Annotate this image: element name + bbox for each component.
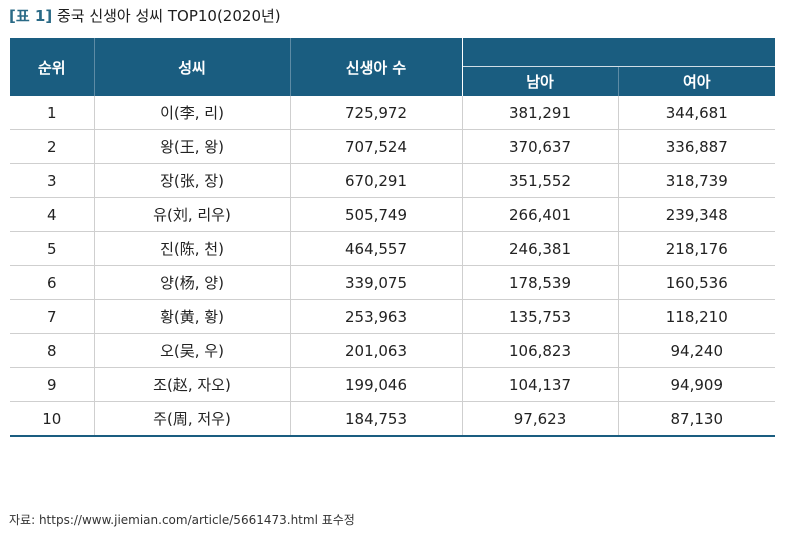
rank-cell: 3 — [10, 163, 94, 198]
header-male: 남아 — [461, 66, 618, 96]
table-row: 8 오(吴, 우) 201,063 106,823 94,240 — [10, 333, 775, 368]
table-title-text: 중국 신생아 성씨 TOP10(2020년) — [56, 7, 281, 25]
table-title: [표 1] 중국 신생아 성씨 TOP10(2020년) — [9, 6, 281, 26]
surname-cell: 오(吴, 우) — [93, 333, 290, 368]
table-row: 1 이(李, 리) 725,972 381,291 344,681 — [10, 96, 775, 130]
male-cell: 246,381 — [461, 231, 618, 266]
surname-cell: 왕(王, 왕) — [93, 129, 290, 164]
table-row: 10 주(周, 저우) 184,753 97,623 87,130 — [10, 401, 775, 437]
female-cell: 160,536 — [617, 265, 775, 300]
female-cell: 118,210 — [617, 299, 775, 334]
rank-cell: 4 — [10, 197, 94, 232]
female-cell: 87,130 — [617, 401, 775, 437]
header-rank: 순위 — [10, 38, 94, 96]
newborns-cell: 199,046 — [289, 367, 462, 402]
newborns-cell: 184,753 — [289, 401, 462, 437]
male-cell: 370,637 — [461, 129, 618, 164]
rank-cell: 9 — [10, 367, 94, 402]
newborns-cell: 253,963 — [289, 299, 462, 334]
male-cell: 104,137 — [461, 367, 618, 402]
table-row: 6 양(杨, 양) 339,075 178,539 160,536 — [10, 265, 775, 300]
male-cell: 106,823 — [461, 333, 618, 368]
female-cell: 336,887 — [617, 129, 775, 164]
rank-cell: 1 — [10, 96, 94, 130]
male-cell: 266,401 — [461, 197, 618, 232]
table-body: 1 이(李, 리) 725,972 381,291 344,681 2 왕(王, 왕) 707… — [10, 96, 775, 437]
female-cell: 94,909 — [617, 367, 775, 402]
table-number: [표 1] — [9, 7, 53, 25]
table-row: 3 장(张, 장) 670,291 351,552 318,739 — [10, 163, 775, 198]
surname-cell: 진(陈, 천) — [93, 231, 290, 266]
newborns-cell: 505,749 — [289, 197, 462, 232]
table-row: 2 왕(王, 왕) 707,524 370,637 336,887 — [10, 129, 775, 164]
header-surname: 성씨 — [93, 38, 290, 96]
newborns-cell: 707,524 — [289, 129, 462, 164]
newborns-cell: 725,972 — [289, 96, 462, 130]
male-cell: 351,552 — [461, 163, 618, 198]
male-cell: 178,539 — [461, 265, 618, 300]
surname-cell: 장(张, 장) — [93, 163, 290, 198]
male-cell: 381,291 — [461, 96, 618, 130]
newborns-cell: 670,291 — [289, 163, 462, 198]
table-row: 9 조(赵, 자오) 199,046 104,137 94,909 — [10, 367, 775, 402]
header-gender-group — [461, 38, 775, 67]
table-row: 7 황(黄, 황) 253,963 135,753 118,210 — [10, 299, 775, 334]
newborns-cell: 339,075 — [289, 265, 462, 300]
table-row: 4 유(刘, 리우) 505,749 266,401 239,348 — [10, 197, 775, 232]
female-cell: 344,681 — [617, 96, 775, 130]
surname-cell: 양(杨, 양) — [93, 265, 290, 300]
header-female: 여아 — [617, 66, 775, 96]
rank-cell: 2 — [10, 129, 94, 164]
rank-cell: 8 — [10, 333, 94, 368]
male-cell: 135,753 — [461, 299, 618, 334]
rank-cell: 6 — [10, 265, 94, 300]
female-cell: 218,176 — [617, 231, 775, 266]
surname-cell: 조(赵, 자오) — [93, 367, 290, 402]
surname-cell: 주(周, 저우) — [93, 401, 290, 437]
surname-cell: 이(李, 리) — [93, 96, 290, 130]
surname-cell: 유(刘, 리우) — [93, 197, 290, 232]
header-newborns: 신생아 수 — [289, 38, 462, 96]
female-cell: 94,240 — [617, 333, 775, 368]
female-cell: 239,348 — [617, 197, 775, 232]
rank-cell: 5 — [10, 231, 94, 266]
source-note: 자료: https://www.jiemian.com/article/5661… — [9, 513, 355, 527]
female-cell: 318,739 — [617, 163, 775, 198]
male-cell: 97,623 — [461, 401, 618, 437]
newborns-cell: 464,557 — [289, 231, 462, 266]
surname-table: 순위 성씨 신생아 수 남아 여아 1 이(李, 리) 725,972 381,291… — [10, 38, 775, 437]
newborns-cell: 201,063 — [289, 333, 462, 368]
rank-cell: 10 — [10, 401, 94, 437]
rank-cell: 7 — [10, 299, 94, 334]
surname-cell: 황(黄, 황) — [93, 299, 290, 334]
table-row: 5 진(陈, 천) 464,557 246,381 218,176 — [10, 231, 775, 266]
